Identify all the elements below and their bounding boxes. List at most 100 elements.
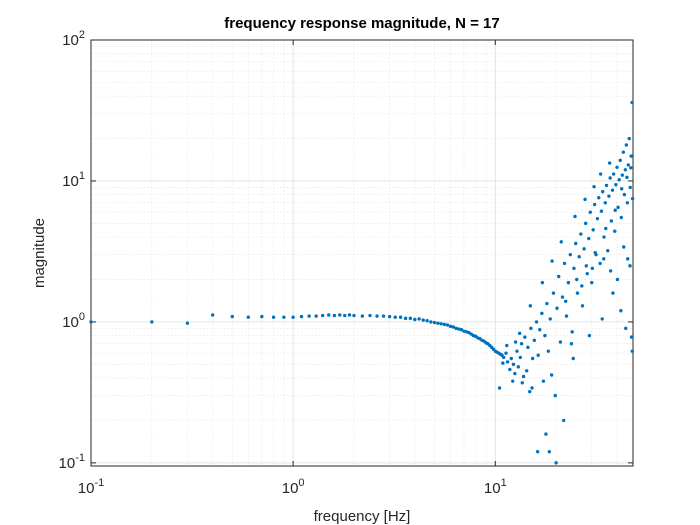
data-point [597, 196, 601, 200]
data-point [368, 313, 372, 318]
data-point [501, 361, 505, 365]
data-point [554, 461, 558, 465]
data-point [615, 277, 620, 282]
data-point [150, 320, 154, 324]
data-point [532, 338, 537, 343]
data-point [307, 314, 311, 318]
y-tick-label: 10-1 [59, 452, 85, 472]
data-point [602, 235, 606, 239]
data-point [497, 386, 502, 390]
data-point [260, 314, 264, 319]
data-point [604, 183, 609, 188]
data-point [625, 201, 630, 205]
data-point [587, 236, 591, 241]
data-point [448, 324, 453, 329]
data-point [609, 219, 614, 223]
data-point [540, 311, 544, 316]
data-point [347, 313, 352, 317]
axis-ticks [90, 39, 633, 466]
data-point [577, 255, 581, 259]
data-point [574, 241, 578, 246]
data-point [332, 313, 337, 318]
data-point [513, 371, 517, 376]
data-point [584, 264, 589, 268]
data-point [439, 322, 443, 326]
data-point [538, 328, 542, 332]
data-point [534, 320, 539, 324]
data-point [545, 301, 549, 306]
data-point [562, 418, 566, 423]
data-point [611, 291, 615, 295]
data-point [398, 315, 403, 319]
data-point [557, 274, 561, 279]
data-point [185, 321, 190, 325]
data-point [454, 326, 458, 331]
data-point [575, 291, 580, 295]
data-point [504, 351, 508, 355]
data-point [518, 355, 523, 360]
data-point [607, 194, 611, 198]
data-point [630, 100, 634, 105]
minor-grid [91, 40, 633, 466]
data-point [580, 284, 584, 288]
data-point [509, 356, 513, 361]
data-point [629, 154, 633, 158]
data-point [508, 367, 512, 372]
data-point [598, 172, 603, 176]
data-point [590, 266, 595, 271]
x-tick-label: 101 [484, 477, 507, 497]
data-point [550, 259, 554, 263]
data-points [89, 100, 635, 465]
data-point [560, 295, 565, 299]
data-point [623, 168, 628, 172]
data-point [432, 320, 437, 325]
data-point [626, 257, 630, 261]
data-point [569, 342, 574, 346]
x-axis-label: frequency [Hz] [314, 508, 411, 525]
data-point [551, 291, 556, 295]
chart-title: frequency response magnitude, N = 17 [224, 15, 500, 32]
data-point [620, 173, 625, 177]
data-point [583, 197, 587, 202]
data-point [626, 163, 631, 167]
data-point [559, 240, 563, 244]
data-point [543, 333, 547, 338]
data-point [246, 315, 250, 319]
data-point [515, 349, 519, 353]
data-point [603, 201, 607, 205]
data-point [579, 232, 583, 236]
data-point [442, 322, 447, 327]
data-point [588, 210, 592, 214]
data-point [563, 299, 568, 304]
data-point [571, 356, 575, 361]
data-point [582, 247, 586, 251]
data-point [621, 150, 626, 154]
data-point [536, 353, 540, 357]
data-point [624, 326, 628, 331]
data-point [617, 178, 621, 182]
data-point [511, 379, 515, 383]
data-point [211, 313, 215, 317]
data-point [520, 381, 524, 385]
data-point [528, 389, 532, 394]
data-point [413, 317, 417, 322]
data-point [592, 185, 596, 189]
x-tick-label: 100 [282, 477, 305, 497]
data-point [564, 314, 569, 318]
data-point [600, 317, 604, 321]
data-point [524, 369, 529, 373]
data-point [529, 326, 533, 331]
data-point [568, 252, 572, 257]
data-point [587, 333, 592, 338]
data-point [291, 315, 295, 319]
data-point [555, 306, 559, 310]
data-point [583, 221, 588, 226]
data-point [599, 209, 604, 213]
data-point [570, 330, 574, 334]
data-point [387, 314, 392, 319]
data-point [572, 266, 576, 271]
data-point [521, 374, 526, 379]
data-point [516, 365, 521, 369]
data-point [573, 214, 577, 219]
